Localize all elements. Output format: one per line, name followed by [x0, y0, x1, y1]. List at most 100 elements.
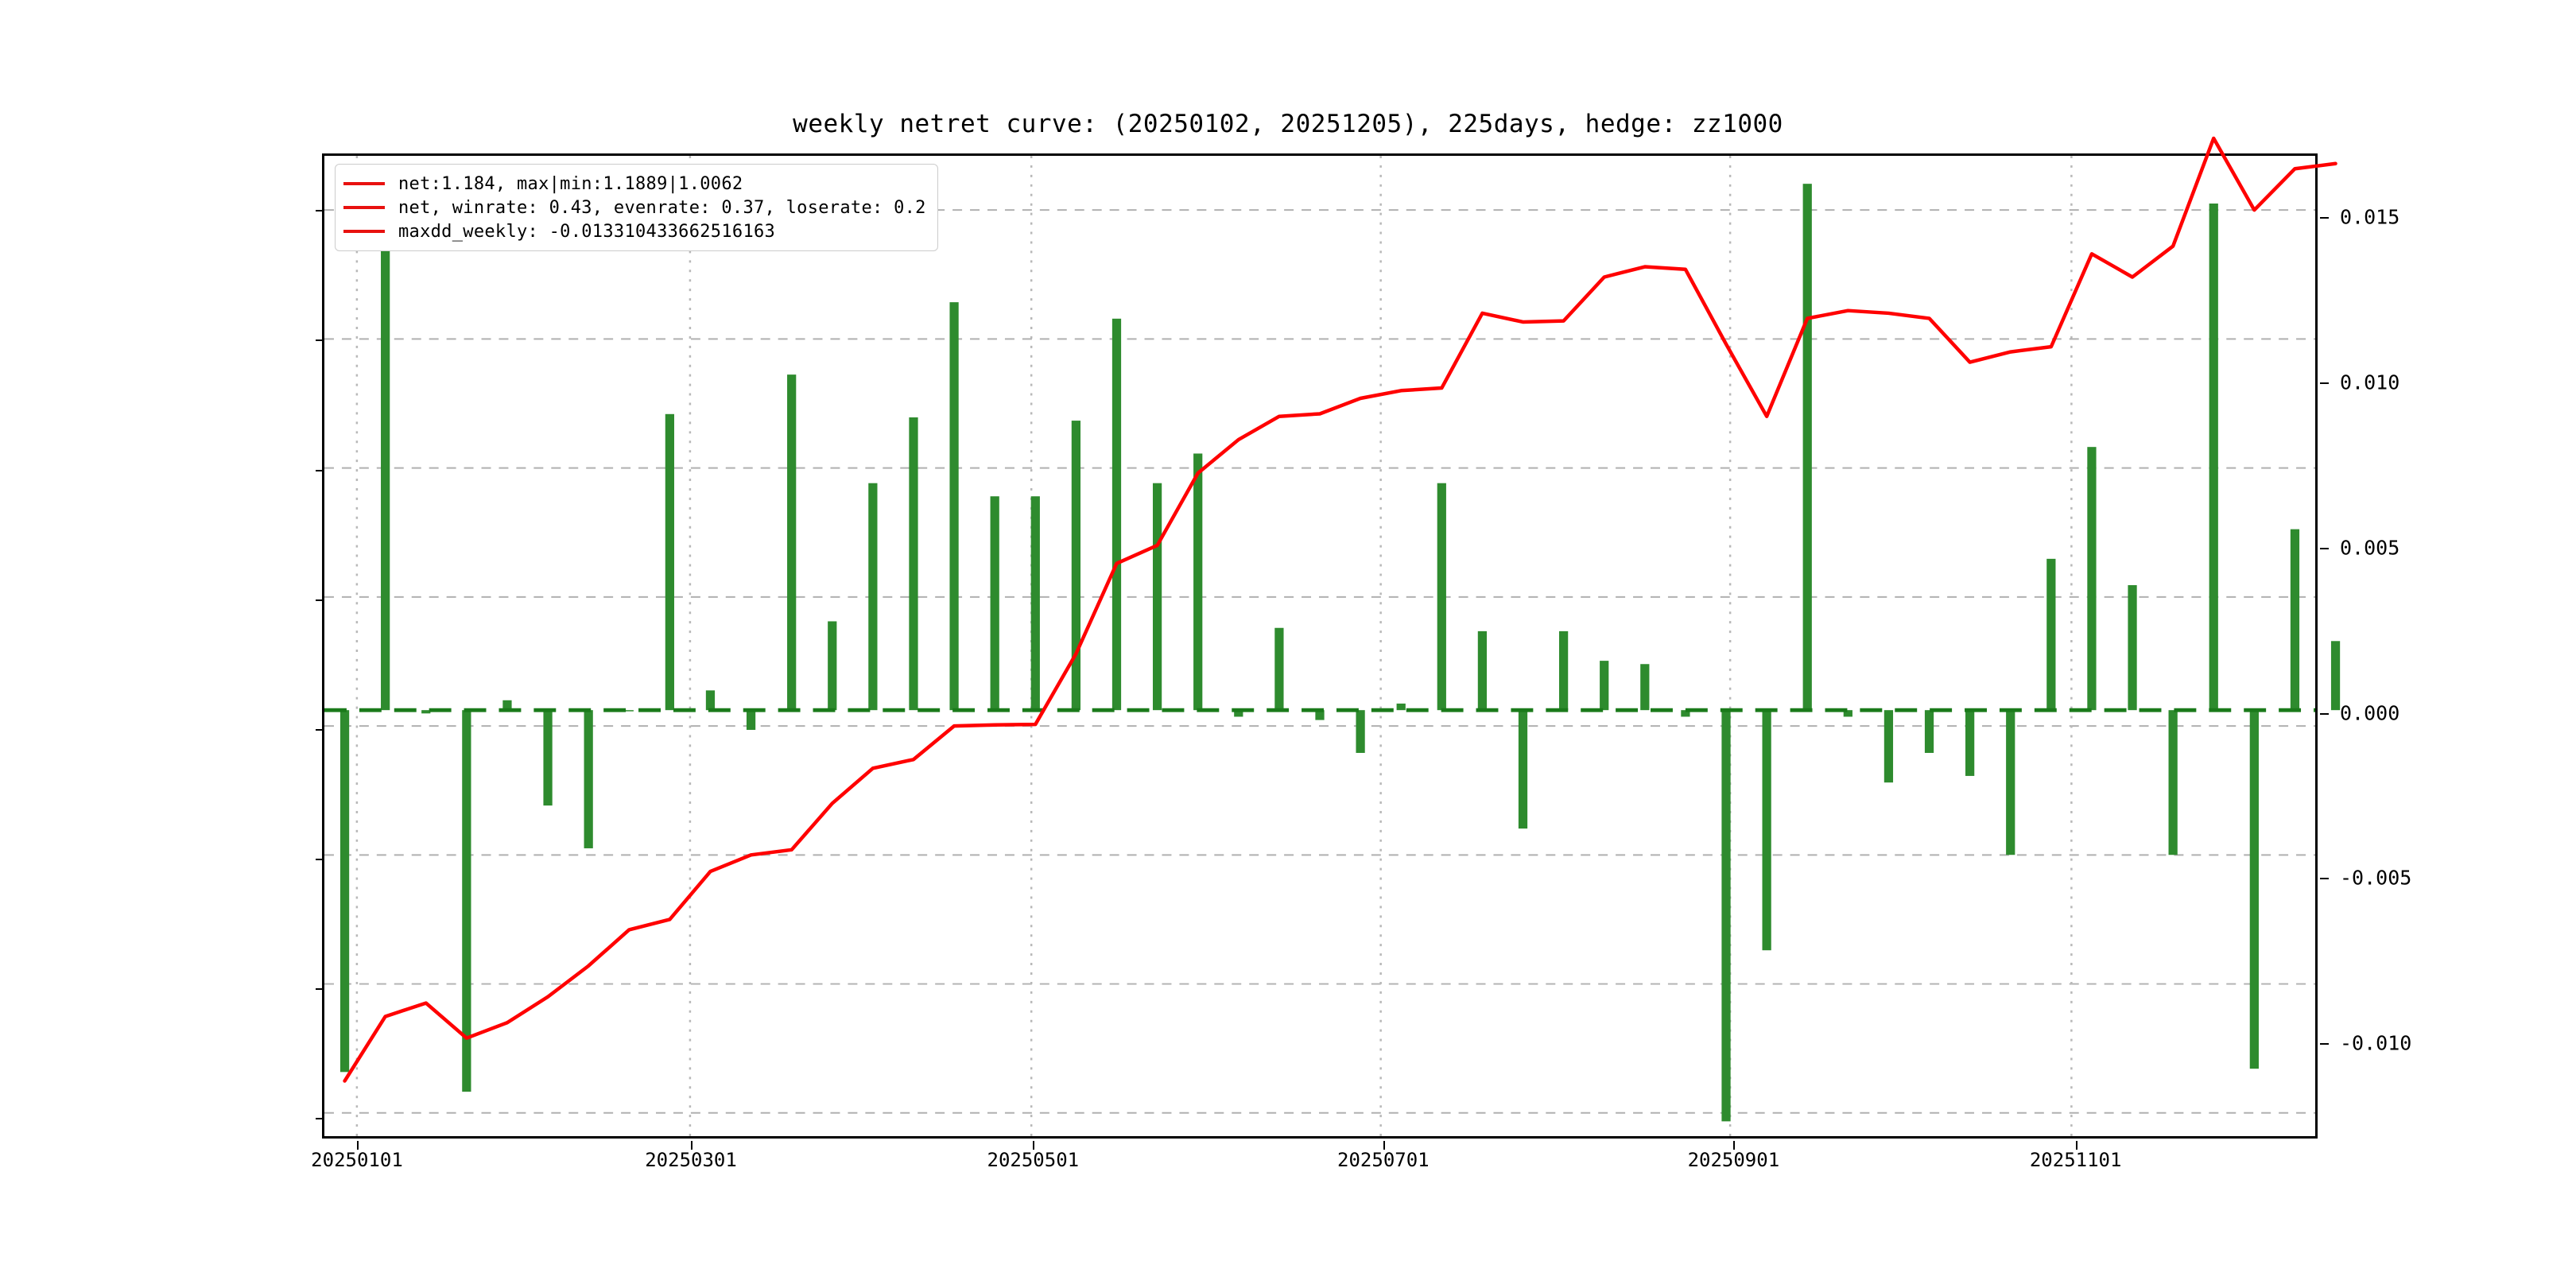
weekly-netret-bar [1437, 483, 1446, 711]
x-axis-tick-mark [1733, 1141, 1736, 1150]
legend-label: net:1.184, max|min:1.1889|1.0062 [398, 173, 743, 194]
weekly-netret-bar [949, 302, 959, 711]
weekly-netret-bar [1234, 710, 1243, 717]
legend-line-icon [343, 206, 385, 209]
y-axis-left-tick-mark [316, 210, 324, 212]
weekly-netret-bar [1274, 627, 1284, 711]
weekly-netret-bars [339, 184, 2341, 1122]
weekly-netret-bar [2290, 529, 2300, 711]
y-axis-right-tick-label: -0.010 [2340, 1031, 2412, 1055]
x-axis-tick-label: 20250901 [1687, 1149, 1780, 1171]
legend-item: net, winrate: 0.43, evenrate: 0.37, lose… [343, 196, 926, 219]
x-axis-tick-mark [356, 1141, 359, 1150]
weekly-netret-bar [1762, 710, 1771, 951]
weekly-netret-bar [1965, 710, 1975, 776]
y-axis-left-tick-mark [316, 599, 324, 601]
x-axis-tick-label: 20250701 [1337, 1149, 1430, 1171]
weekly-netret-bar [746, 710, 756, 731]
weekly-netret-bar [1884, 710, 1894, 783]
legend: net:1.184, max|min:1.1889|1.0062 net, wi… [335, 164, 938, 251]
weekly-netret-bar [2168, 710, 2178, 855]
weekly-netret-bar [2128, 584, 2137, 711]
x-axis-tick-label: 20251101 [2029, 1149, 2122, 1171]
weekly-netret-bar [2330, 641, 2341, 711]
weekly-netret-bar [1111, 318, 1122, 711]
x-axis-tick-mark [1033, 1141, 1035, 1150]
net-curve-path [343, 136, 2337, 1083]
weekly-netret-bar [462, 710, 471, 1092]
y-axis-right-tick-mark [2320, 712, 2329, 715]
y-axis-right-tick-mark [2320, 878, 2329, 880]
weekly-netret-bar [868, 483, 878, 711]
y-axis-right-tick-label: 0.000 [2340, 701, 2400, 725]
plot-inner [324, 136, 2341, 1136]
weekly-netret-bar [665, 413, 674, 711]
weekly-netret-bar [543, 710, 553, 806]
weekly-netret-bar [381, 207, 390, 711]
y-axis-left-tick-mark [316, 1117, 324, 1119]
y-axis-right-tick-mark [2320, 216, 2329, 219]
weekly-netret-bar [1802, 184, 1812, 711]
weekly-netret-bar [1356, 710, 1365, 753]
legend-label: maxdd_weekly: -0.013310433662516163 [398, 221, 776, 242]
y-axis-left-tick-mark [316, 339, 324, 342]
weekly-netret-bar [787, 374, 797, 711]
y-axis-left-tick-mark [316, 469, 324, 471]
y-axis-right-tick-mark [2320, 1043, 2329, 1046]
chart-title: weekly netret curve: (20250102, 20251205… [793, 110, 1783, 138]
weekly-netret-bar [1721, 710, 1731, 1122]
weekly-netret-bar [1477, 630, 1488, 711]
weekly-netret-bar [1193, 453, 1203, 711]
weekly-netret-bar [1030, 496, 1040, 711]
weekly-netret-bar [1843, 710, 1852, 717]
y-axis-right-tick-label: -0.005 [2340, 866, 2412, 890]
legend-line-icon [343, 230, 385, 233]
weekly-netret-bar [624, 710, 634, 712]
weekly-netret-bar [828, 621, 837, 711]
weekly-netret-bar [1071, 421, 1081, 711]
weekly-netret-bar [2249, 710, 2259, 1069]
weekly-netret-bar [502, 700, 512, 711]
net-curve-line [343, 136, 2337, 1083]
x-axis-tick-mark [2075, 1141, 2077, 1150]
weekly-netret-bar [421, 710, 431, 714]
weekly-netret-bar [2209, 203, 2218, 711]
weekly-netret-bar [339, 710, 350, 1073]
x-axis-tick-label: 20250101 [311, 1149, 403, 1171]
y-axis-left-tick-mark [316, 987, 324, 990]
y-axis-left-tick-mark [316, 858, 324, 860]
weekly-netret-bar [1681, 710, 1690, 717]
y-axis-right-tick-mark [2320, 547, 2329, 549]
weekly-netret-bar [1558, 630, 1569, 711]
weekly-netret-bar [705, 690, 716, 711]
x-axis-tick-mark [1383, 1141, 1385, 1150]
y-axis-right-tick-label: 0.015 [2340, 205, 2400, 229]
y-axis-right-tick-mark [2320, 382, 2329, 384]
weekly-netret-bar [1518, 710, 1528, 829]
weekly-netret-bar [1152, 483, 1162, 711]
legend-item: maxdd_weekly: -0.013310433662516163 [343, 219, 926, 243]
weekly-netret-bar [990, 496, 999, 711]
zero-hline [324, 708, 2315, 712]
weekly-netret-bar [584, 710, 593, 848]
legend-label: net, winrate: 0.43, evenrate: 0.37, lose… [398, 197, 926, 218]
weekly-netret-bar [1640, 664, 1650, 711]
legend-item: net:1.184, max|min:1.1889|1.0062 [343, 172, 926, 196]
x-axis-tick-label: 20250501 [987, 1149, 1080, 1171]
x-axis-tick-label: 20250301 [645, 1149, 737, 1171]
y-axis-left-tick-mark [316, 728, 324, 731]
y-axis-right-tick-label: 0.010 [2340, 370, 2400, 394]
x-axis-tick-mark [691, 1141, 693, 1150]
weekly-netret-bar [1924, 710, 1934, 753]
plot-area: net:1.184, max|min:1.1889|1.0062 net, wi… [311, 136, 2411, 1171]
y-axis-right-tick-label: 0.005 [2340, 536, 2400, 560]
weekly-netret-bar [1315, 710, 1325, 720]
weekly-netret-bar [909, 417, 918, 711]
weekly-netret-bar [1600, 661, 1609, 711]
weekly-netret-bar [2087, 447, 2097, 711]
weekly-netret-bar [2046, 558, 2056, 711]
weekly-netret-bar [1396, 703, 1406, 711]
weekly-netret-bar [2006, 710, 2015, 855]
legend-line-icon [343, 182, 385, 185]
